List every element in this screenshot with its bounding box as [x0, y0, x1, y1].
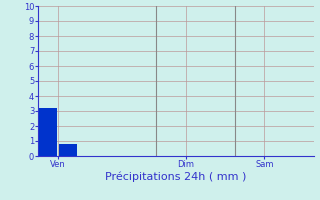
Bar [59, 144, 77, 156]
Bar [39, 108, 57, 156]
X-axis label: Précipitations 24h ( mm ): Précipitations 24h ( mm ) [105, 172, 247, 182]
